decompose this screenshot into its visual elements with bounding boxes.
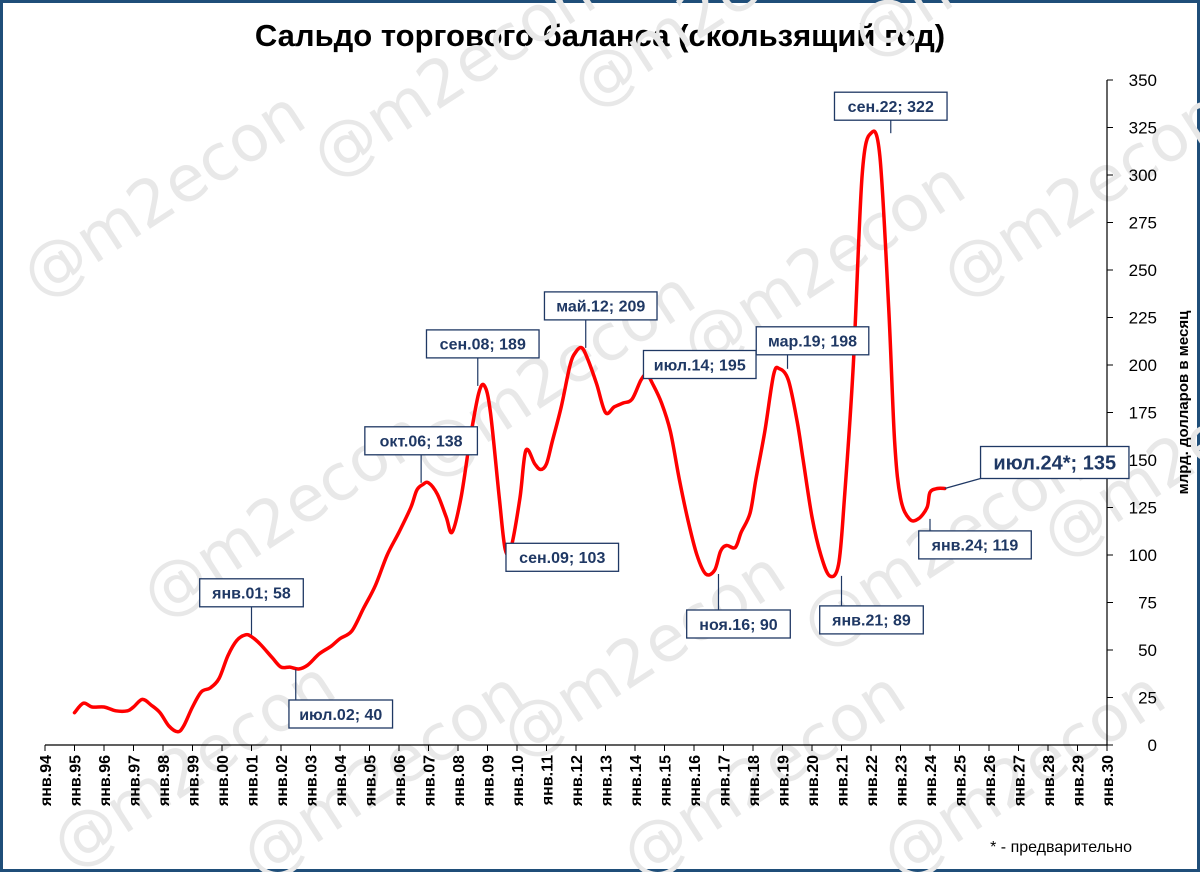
x-tick-label: янв.96: [97, 755, 114, 807]
x-tick-label: янв.29: [1071, 755, 1088, 807]
y-tick-label: 125: [1129, 499, 1157, 518]
x-tick-label: янв.03: [304, 755, 321, 807]
watermark-text: @m2econ: [838, 0, 1148, 73]
x-tick-label: янв.18: [746, 755, 763, 807]
x-tick-label: янв.01: [245, 755, 262, 807]
annotation-box: [199, 578, 304, 608]
annotation-box: [642, 349, 757, 380]
x-tick-label: янв.21: [835, 755, 852, 807]
series-layer: [72, 129, 947, 734]
annotation-box: [686, 609, 791, 639]
annotation-box: [505, 542, 620, 572]
y-tick-label: 150: [1129, 451, 1157, 470]
y-tick-label: 50: [1138, 641, 1157, 660]
chart-title: Сальдо торгового баланса (скользящий год…: [254, 18, 946, 53]
annotation-label: июл.14; 195: [654, 357, 746, 374]
x-tick-label: янв.98: [156, 755, 173, 807]
y-axis-label: млрд. долларов в месяц: [1175, 310, 1192, 494]
annotation-box: [364, 426, 479, 456]
x-tick-label: янв.26: [982, 755, 999, 807]
x-tick-label: янв.17: [717, 755, 734, 807]
x-tick-label: янв.30: [1100, 755, 1117, 807]
x-tick-label: янв.14: [628, 755, 645, 807]
x-tick-label: янв.08: [451, 755, 468, 807]
annotation-label: май.12; 209: [556, 299, 645, 316]
x-tick-label: янв.28: [1041, 755, 1058, 807]
y-tick-label: 225: [1129, 309, 1157, 328]
watermark-text: @m2econ: [8, 76, 318, 313]
x-tick-label: янв.10: [510, 755, 527, 807]
series-line: [72, 129, 947, 734]
x-tick-label: янв.19: [776, 755, 793, 807]
x-tick-label: янв.97: [127, 755, 144, 807]
annotation-label: янв.24; 119: [931, 538, 1019, 555]
x-tick-label: янв.94: [38, 755, 55, 807]
annotation-box: [979, 445, 1130, 480]
x-tick-label: янв.06: [392, 755, 409, 807]
annotation-box: [819, 605, 924, 635]
annotation-box: [425, 329, 540, 359]
y-tick-label: 75: [1138, 594, 1157, 613]
annotation-label: янв.21; 89: [831, 613, 911, 630]
x-tick-label: янв.27: [1012, 755, 1029, 807]
x-tick-label: янв.22: [864, 755, 881, 807]
y-tick-label: 0: [1148, 736, 1157, 755]
x-tick-label: янв.23: [894, 755, 911, 807]
x-tick-label: янв.02: [274, 755, 291, 807]
annotation-label: мар.19; 198: [768, 334, 857, 351]
x-tick-label: янв.09: [481, 755, 498, 807]
x-tick-label: янв.07: [422, 755, 439, 807]
x-tick-label: янв.12: [569, 755, 586, 807]
annotation-label: янв.01; 58: [211, 586, 291, 603]
y-tick-label: 350: [1129, 71, 1157, 90]
x-axis-ticks: янв.94 янв.95 янв.96 янв.97 янв.98 янв.99 янв.…: [38, 745, 1117, 807]
annotation-box: [918, 530, 1032, 560]
annotation-label: ноя.16; 90: [699, 617, 777, 634]
y-tick-label: 325: [1129, 119, 1157, 138]
x-tick-label: янв.25: [953, 755, 970, 807]
x-tick-label: янв.99: [186, 755, 203, 807]
x-tick-label: янв.95: [68, 755, 85, 807]
x-tick-label: янв.15: [658, 755, 675, 807]
annotation-box: [543, 291, 658, 321]
x-tick-label: янв.05: [363, 755, 380, 807]
y-tick-label: 25: [1138, 689, 1157, 708]
x-tick-label: янв.04: [333, 755, 350, 807]
annotation-leader: [944, 477, 981, 490]
annotation-box: [288, 699, 394, 729]
annotation-label: сен.08; 189: [440, 337, 526, 354]
y-tick-label: 250: [1129, 261, 1157, 280]
x-tick-label: янв.11: [540, 755, 557, 806]
annotation-label: окт.06; 138: [380, 434, 463, 451]
x-tick-label: янв.20: [805, 755, 822, 807]
y-tick-label: 175: [1129, 404, 1157, 423]
annotations-layer: янв.01; 58 июл.02; 40 окт.06; 138 сен.08; 1…: [199, 91, 1130, 729]
annotation-box: [833, 91, 948, 121]
y-tick-label: 275: [1129, 214, 1157, 233]
x-tick-label: янв.13: [599, 755, 616, 807]
y-axis-ticks: 0 25 50 75 100 125 150 175 200 225 250 275 300 325 350: [1107, 71, 1157, 755]
x-tick-label: янв.00: [215, 755, 232, 807]
annotation-label: сен.09; 103: [519, 550, 605, 567]
annotation-label: июл.02; 40: [299, 707, 382, 724]
y-tick-label: 300: [1129, 166, 1157, 185]
annotation-label: июл.24*; 135: [993, 453, 1116, 475]
annotation-box: [755, 326, 870, 356]
footnote: * - предварительно: [990, 839, 1132, 856]
annotation-label: сен.22; 322: [848, 99, 934, 116]
watermark-text: @m2econ: [298, 0, 608, 193]
y-tick-label: 200: [1129, 356, 1157, 375]
x-tick-label: янв.24: [923, 755, 940, 807]
y-tick-label: 100: [1129, 546, 1157, 565]
x-tick-label: янв.16: [687, 755, 704, 807]
watermark-layer: @m2econ@m2econ@m2econ@m2econ@m2econ@m2ec…: [8, 0, 1200, 872]
